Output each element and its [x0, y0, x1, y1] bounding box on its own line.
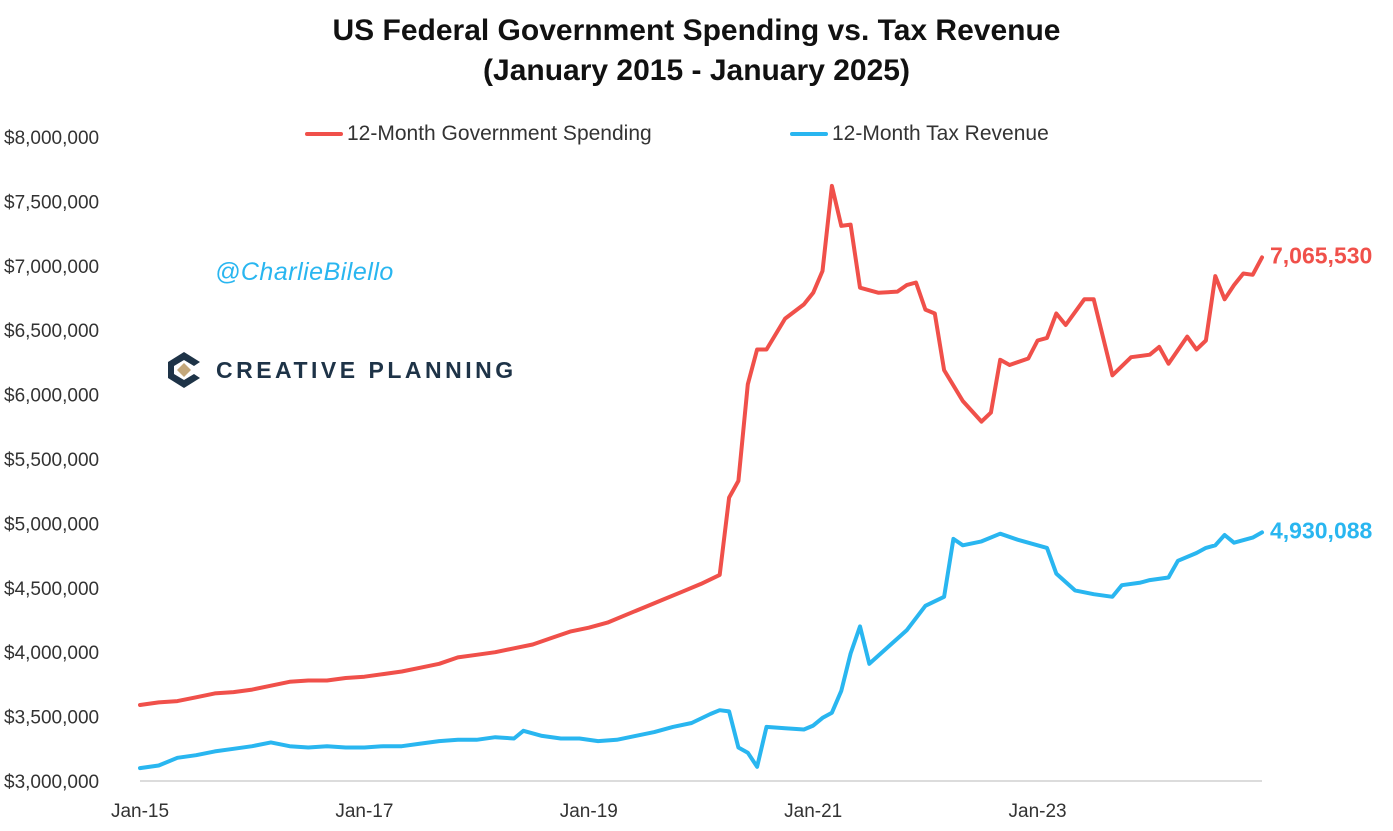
revenue-line: [138, 530, 1264, 771]
y-tick-label: $8,000,000: [4, 128, 99, 149]
x-tick-label: Jan-15: [111, 801, 169, 822]
watermark-brand: CREATIVE PLANNING: [166, 350, 517, 390]
y-tick-label: $7,500,000: [4, 192, 99, 213]
brand-name: CREATIVE PLANNING: [216, 356, 517, 383]
y-tick-label: $5,500,000: [4, 450, 99, 471]
y-tick-label: $4,500,000: [4, 579, 99, 600]
y-tick-label: $6,000,000: [4, 386, 99, 407]
spending-end-label: 7,065,530: [1270, 242, 1372, 268]
y-axis: $3,000,000 $3,500,000 $4,000,000 $4,500,000…: [4, 128, 99, 793]
series-layer: [138, 183, 1264, 771]
end-labels: 7,065,530 4,930,088: [1270, 242, 1373, 543]
x-tick-label: Jan-17: [335, 801, 393, 822]
x-axis: Jan-15 Jan-17 Jan-19 Jan-21 Jan-23: [111, 801, 1067, 822]
chart-title-line-1: US Federal Government Spending vs. Tax R…: [332, 14, 1061, 47]
x-tick-label: Jan-23: [1009, 801, 1067, 822]
watermark-handle: @CharlieBilello: [215, 258, 394, 286]
chart-title-line-2: (January 2015 - January 2025): [483, 54, 910, 87]
x-tick-label: Jan-19: [560, 801, 618, 822]
legend-item-revenue: 12-Month Tax Revenue: [790, 122, 1049, 146]
y-tick-label: $3,500,000: [4, 708, 99, 729]
legend: 12-Month Government Spending 12-Month Ta…: [0, 122, 1393, 152]
legend-label-revenue: 12-Month Tax Revenue: [832, 122, 1049, 145]
y-tick-label: $5,000,000: [4, 514, 99, 535]
x-tick-label: Jan-21: [784, 801, 842, 822]
legend-swatch-revenue: [790, 132, 828, 136]
y-tick-label: $3,000,000: [4, 772, 99, 793]
spending-line: [138, 183, 1264, 707]
creative-planning-logo-icon: [168, 352, 200, 388]
legend-label-spending: 12-Month Government Spending: [347, 122, 652, 145]
legend-item-spending: 12-Month Government Spending: [305, 122, 652, 146]
revenue-end-label: 4,930,088: [1270, 517, 1373, 543]
y-tick-label: $6,500,000: [4, 321, 99, 342]
y-tick-label: $4,000,000: [4, 643, 99, 664]
y-tick-label: $7,000,000: [4, 257, 99, 278]
legend-swatch-spending: [305, 132, 343, 136]
